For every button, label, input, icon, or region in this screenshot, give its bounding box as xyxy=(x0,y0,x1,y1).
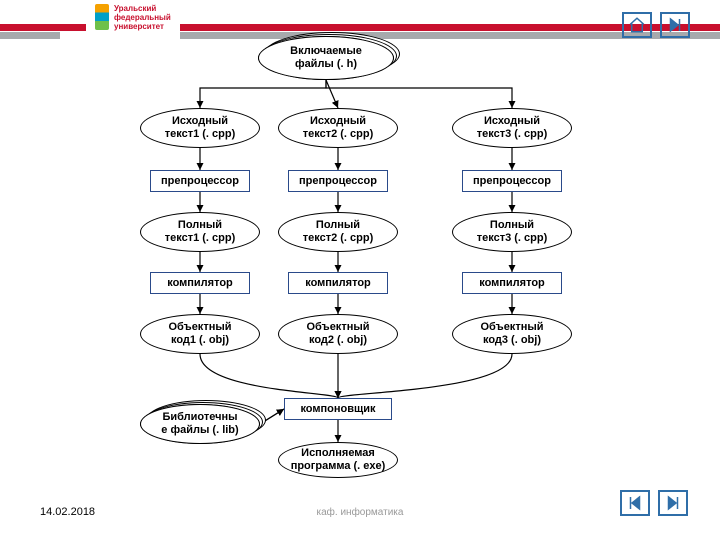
next-top-icon[interactable] xyxy=(660,12,690,38)
node-link: компоновщик xyxy=(284,398,392,420)
node-p2: препроцессор xyxy=(288,170,388,192)
node-c2: компилятор xyxy=(288,272,388,294)
node-o1: Объектныйкод1 (. obj) xyxy=(140,314,260,354)
logo-mark xyxy=(95,4,109,30)
node-p1: препроцессор xyxy=(150,170,250,192)
node-c3: компилятор xyxy=(462,272,562,294)
node-o3: Объектныйкод3 (. obj) xyxy=(452,314,572,354)
node-f2: Полныйтекст2 (. cpp) xyxy=(278,212,398,252)
node-f3: Полныйтекст3 (. cpp) xyxy=(452,212,572,252)
logo-text: Уральскийфедеральныйуниверситет xyxy=(114,4,171,31)
node-hdr: Включаемыефайлы (. h) xyxy=(258,36,394,80)
home-icon[interactable] xyxy=(622,12,652,38)
node-lib: Библиотечные файлы (. lib) xyxy=(140,404,260,444)
node-c1: компилятор xyxy=(150,272,250,294)
node-o2: Объектныйкод2 (. obj) xyxy=(278,314,398,354)
node-s2: Исходныйтекст2 (. cpp) xyxy=(278,108,398,148)
node-exe: Исполняемаяпрограмма (. exe) xyxy=(278,442,398,478)
node-s1: Исходныйтекст1 (. cpp) xyxy=(140,108,260,148)
footer-caption: каф. информатика xyxy=(0,507,720,518)
node-s3: Исходныйтекст3 (. cpp) xyxy=(452,108,572,148)
node-p3: препроцессор xyxy=(462,170,562,192)
node-f1: Полныйтекст1 (. cpp) xyxy=(140,212,260,252)
